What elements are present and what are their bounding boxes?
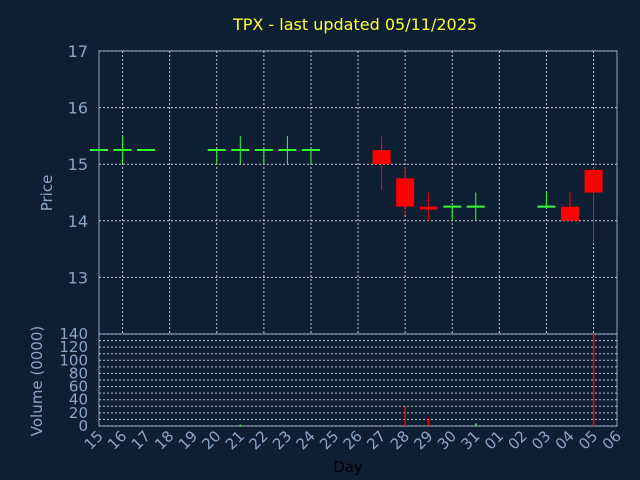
price-tick-label: 16 bbox=[68, 99, 88, 118]
day-tick-label: 02 bbox=[504, 427, 530, 453]
day-tick-label: 22 bbox=[245, 427, 271, 453]
day-tick-label: 01 bbox=[481, 427, 507, 453]
day-tick-label: 20 bbox=[198, 427, 224, 453]
candle-body bbox=[372, 150, 391, 165]
day-tick-label: 21 bbox=[222, 427, 248, 453]
volume-tick-label: 120 bbox=[59, 338, 88, 356]
price-axis-label: Price bbox=[38, 175, 56, 212]
volume-plot-area bbox=[98, 333, 618, 427]
day-axis: 1516171819202122232425262728293031010203… bbox=[81, 427, 625, 453]
volume-axis-label: Volume (0000) bbox=[28, 326, 46, 436]
day-tick-label: 05 bbox=[575, 427, 601, 453]
day-tick-label: 29 bbox=[410, 427, 436, 453]
day-tick-label: 03 bbox=[528, 427, 554, 453]
candle-body bbox=[396, 178, 415, 207]
day-tick-label: 23 bbox=[269, 427, 295, 453]
day-tick-label: 19 bbox=[175, 427, 201, 453]
day-tick-label: 04 bbox=[552, 427, 578, 453]
price-tick-label: 13 bbox=[68, 268, 88, 287]
day-tick-label: 26 bbox=[340, 427, 366, 453]
candle-body bbox=[561, 206, 579, 221]
volume-tick-label: 80 bbox=[69, 364, 88, 382]
day-tick-label: 18 bbox=[151, 427, 177, 453]
volume-tick-label: 100 bbox=[59, 351, 88, 369]
price-tick-label: 17 bbox=[68, 42, 88, 61]
volume-tick-label: 40 bbox=[69, 391, 88, 409]
day-tick-label: 06 bbox=[599, 427, 625, 453]
candle-body bbox=[419, 206, 438, 210]
price-tick-label: 14 bbox=[68, 212, 88, 231]
price-tick-label: 15 bbox=[68, 155, 88, 174]
x-axis-label: Day bbox=[333, 458, 363, 476]
day-tick-label: 17 bbox=[128, 427, 154, 453]
day-tick-label: 25 bbox=[316, 427, 342, 453]
candle-body bbox=[584, 169, 603, 193]
volume-tick-label: 60 bbox=[69, 378, 88, 396]
chart-title: TPX - last updated 05/11/2025 bbox=[232, 15, 477, 34]
day-tick-label: 24 bbox=[293, 427, 319, 453]
day-tick-label: 28 bbox=[387, 427, 413, 453]
volume-tick-label: 0 bbox=[78, 417, 88, 435]
day-tick-label: 31 bbox=[457, 427, 483, 453]
volume-tick-label: 20 bbox=[69, 404, 88, 422]
price-panel: 13 14 15 16 17 bbox=[68, 42, 618, 335]
volume-tick-label: 140 bbox=[59, 325, 88, 343]
day-tick-label: 16 bbox=[104, 427, 130, 453]
day-tick-label: 30 bbox=[434, 427, 460, 453]
day-tick-label: 27 bbox=[363, 427, 389, 453]
